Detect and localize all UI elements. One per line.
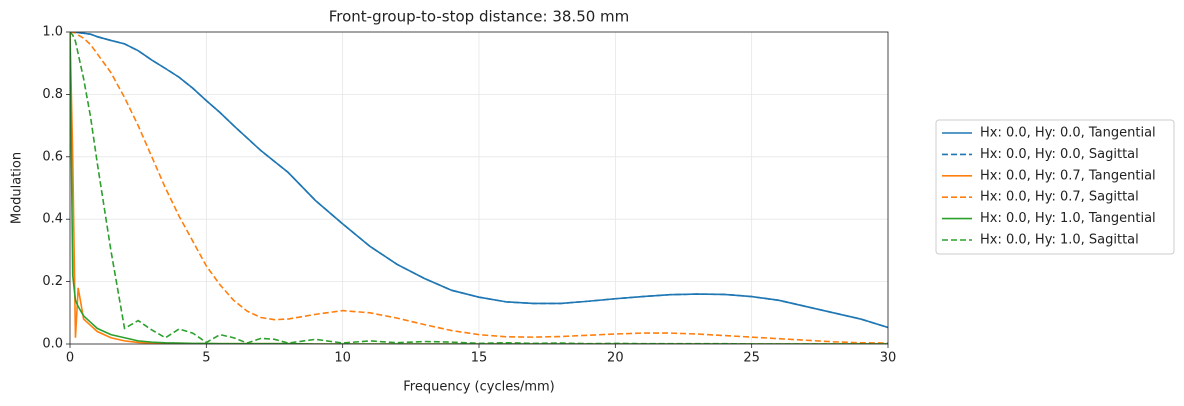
x-axis-label: Frequency (cycles/mm) xyxy=(403,380,555,395)
y-tick-label: 0.4 xyxy=(42,212,63,227)
legend-label: Hx: 0.0, Hy: 1.0, Sagittal xyxy=(980,233,1139,248)
x-tick-label: 20 xyxy=(607,351,624,366)
series-line xyxy=(70,32,888,344)
x-tick-label: 10 xyxy=(334,351,351,366)
legend-label: Hx: 0.0, Hy: 0.7, Sagittal xyxy=(980,190,1139,205)
y-tick-label: 1.0 xyxy=(42,25,63,40)
x-tick-label: 5 xyxy=(202,351,210,366)
series-line xyxy=(70,32,888,344)
legend-box xyxy=(935,119,1175,255)
legend-label: Hx: 0.0, Hy: 1.0, Tangential xyxy=(980,211,1156,226)
x-tick-label: 30 xyxy=(880,351,897,366)
y-tick-label: 0.0 xyxy=(42,337,63,352)
y-tick-label: 0.8 xyxy=(42,87,63,102)
series-line xyxy=(70,32,888,329)
x-tick-label: 0 xyxy=(66,351,74,366)
y-axis-label: Modulation xyxy=(10,152,25,224)
y-tick-label: 0.2 xyxy=(42,274,63,289)
legend-label: Hx: 0.0, Hy: 0.7, Tangential xyxy=(980,168,1156,183)
legend: Hx: 0.0, Hy: 0.0, Tangential Hx: 0.0, Hy:… xyxy=(942,126,1156,248)
legend-label: Hx: 0.0, Hy: 0.0, Tangential xyxy=(980,126,1156,141)
chart-title: Front-group-to-stop distance: 38.50 mm xyxy=(329,8,630,26)
y-tick-label: 0.6 xyxy=(42,149,63,164)
series-line xyxy=(70,32,888,344)
legend-label: Hx: 0.0, Hy: 0.0, Sagittal xyxy=(980,147,1139,162)
x-tick-label: 15 xyxy=(471,351,488,366)
x-tick-label: 25 xyxy=(743,351,760,366)
